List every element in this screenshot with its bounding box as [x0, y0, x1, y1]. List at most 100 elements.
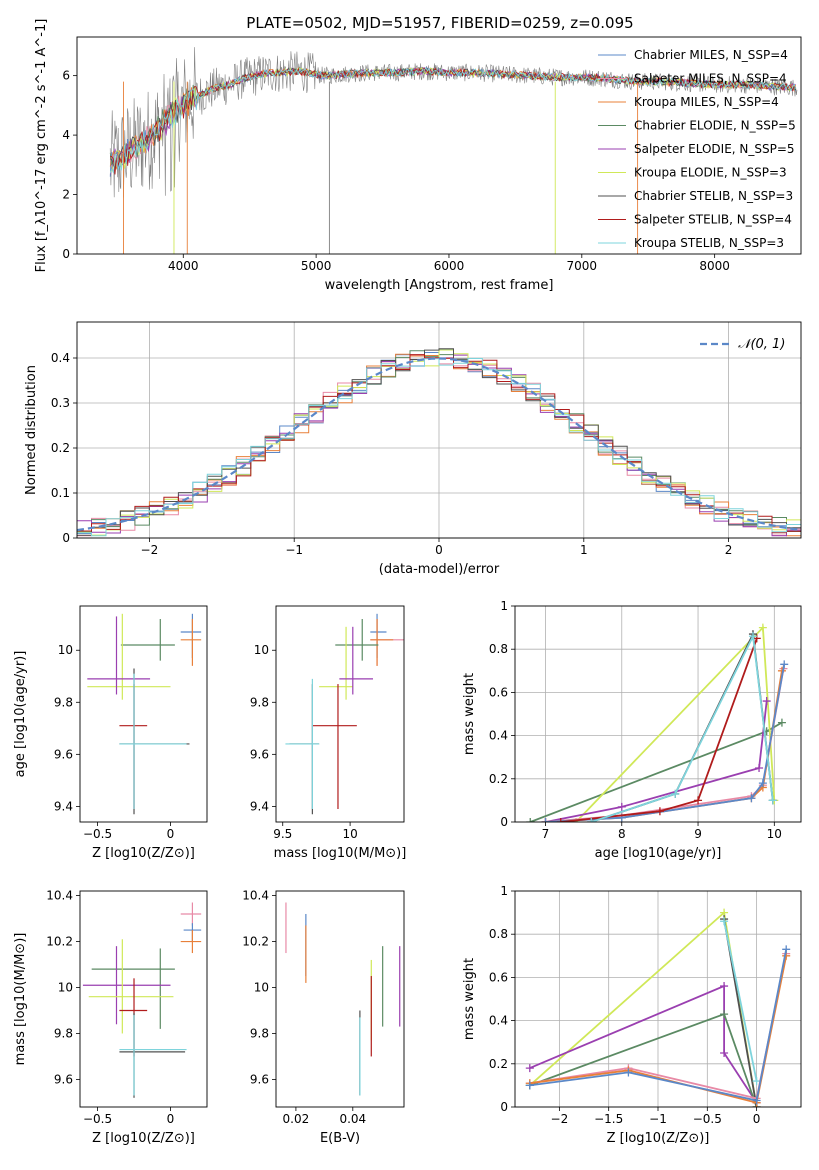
x-tick-label: 10 — [767, 827, 782, 841]
x-tick-label: 0 — [753, 1112, 761, 1126]
plus-marker — [655, 807, 664, 816]
errorbars — [285, 613, 404, 815]
plus-marker — [758, 623, 767, 632]
y-tick-label: 2 — [62, 188, 70, 202]
errorbars — [87, 613, 202, 815]
plus-marker — [752, 1096, 761, 1105]
x-tick-label: 9.5 — [273, 827, 292, 841]
y-tick-label: 0.2 — [489, 772, 508, 786]
x-tick-label: −2 — [141, 543, 159, 557]
y-axis-label: mass [log10(M/M⊙)] — [13, 933, 28, 1066]
x-axis-label: wavelength [Angstrom, rest frame] — [325, 278, 554, 293]
x-tick-label: 8000 — [699, 259, 730, 273]
legend-label: Chabrier MILES, N_SSP=4 — [634, 48, 788, 62]
plus-marker — [526, 818, 535, 822]
legend-label: Kroupa STELIB, N_SSP=3 — [634, 236, 784, 250]
y-tick-label: 10 — [254, 643, 269, 657]
mass-weight-line — [529, 984, 758, 1104]
panel-age_vs_Z: −0.5 0 9.4 9.6 9.8 10 Z [log10(Z/Z⊙)] age [log1… — [13, 605, 208, 861]
errorbars — [285, 902, 401, 1096]
axes-frame — [76, 36, 802, 255]
legend: Chabrier MILES, N_SSP=4 Salpeter MILES, N… — [598, 48, 796, 250]
x-axis-label: mass [log10(M/M⊙)] — [274, 846, 407, 861]
plus-marker — [747, 794, 756, 803]
axes-frame — [79, 605, 208, 823]
errorbars — [82, 902, 202, 1098]
y-tick-label: 9.8 — [54, 695, 73, 709]
model-spectrum-line — [109, 67, 797, 174]
observed-spectrum-line — [109, 47, 798, 198]
x-tick-label: 2 — [725, 543, 733, 557]
y-tick-label: 0 — [62, 531, 70, 545]
x-axis-label: Z [log10(Z/Z⊙)] — [92, 846, 195, 861]
panel-residuals: −2 −1 0 1 2 0 0.1 0.2 0.3 0.4 (data-model)/error No… — [24, 321, 802, 577]
y-tick-label: 0 — [62, 247, 70, 261]
x-axis-label: age [log10(age/yr)] — [595, 846, 722, 861]
plus-marker — [762, 697, 771, 706]
plus-marker — [525, 1081, 534, 1090]
x-tick-label: 10 — [342, 827, 357, 841]
y-axis-label: mass weight — [462, 673, 477, 755]
y-tick-label: 9.6 — [54, 747, 73, 761]
histogram-step-line — [77, 354, 801, 534]
y-tick-label: 0.3 — [51, 396, 70, 410]
panel-spectrum: 4000 5000 6000 7000 8000 0 2 4 6 wavelength [Angs… — [34, 19, 802, 293]
panel-mass_vs_Z: −0.5 0 9.6 9.8 10 10.2 10.4 Z [log10(Z/Z⊙)] mass… — [13, 889, 208, 1146]
y-tick-label: 0.4 — [51, 351, 70, 365]
y-tick-label: 0 — [500, 1100, 508, 1114]
x-tick-label: −0.5 — [83, 1112, 112, 1126]
legend-label: Chabrier ELODIE, N_SSP=5 — [634, 119, 796, 133]
y-tick-label: 10 — [254, 981, 269, 995]
x-tick-label: 4000 — [168, 259, 199, 273]
plus-marker — [624, 1068, 633, 1077]
x-tick-label: −0.5 — [83, 827, 112, 841]
x-tick-label: 0 — [167, 827, 175, 841]
plus-marker — [556, 818, 565, 822]
y-axis-label: Normed distribution — [24, 365, 39, 495]
y-tick-label: 9.6 — [54, 1072, 73, 1086]
y-tick-label: 0.2 — [489, 1057, 508, 1071]
y-tick-label: 10.4 — [46, 889, 73, 903]
y-tick-label: 9.4 — [54, 799, 73, 813]
y-tick-label: 9.8 — [250, 695, 269, 709]
mass-weight-line — [560, 638, 758, 822]
plus-marker — [758, 779, 767, 788]
y-tick-label: 9.6 — [250, 1072, 269, 1086]
y-tick-label: 0.4 — [489, 729, 508, 743]
plus-marker — [748, 632, 757, 641]
x-tick-label: −1.5 — [594, 1112, 623, 1126]
spectrum-lines — [109, 47, 798, 254]
y-tick-label: 10 — [58, 981, 73, 995]
y-tick-label: 0.6 — [489, 685, 508, 699]
axes-frame — [79, 890, 208, 1108]
mass-weight-line — [591, 630, 774, 822]
y-tick-label: 9.8 — [54, 1026, 73, 1040]
panel-age_vs_mass: 9.5 10 9.4 9.6 9.8 10 mass [log10(M/M⊙)] — [250, 605, 407, 861]
legend-label: 𝒩(0, 1) — [738, 337, 785, 352]
x-tick-label: 0 — [167, 1112, 175, 1126]
weight-lines — [526, 623, 789, 822]
plus-marker — [671, 789, 680, 798]
x-tick-label: −0.5 — [693, 1112, 722, 1126]
panel-spectrum-title: PLATE=0502, MJD=51957, FIBERID=0259, z=0… — [246, 14, 633, 32]
x-axis-label: Z [log10(Z/Z⊙)] — [92, 1131, 195, 1146]
y-tick-label: 0.2 — [51, 441, 70, 455]
plus-marker — [720, 982, 729, 991]
model-spectrum-line — [110, 67, 797, 175]
y-tick-label: 10 — [58, 643, 73, 657]
y-tick-label: 0.1 — [51, 486, 70, 500]
legend-label: Kroupa ELODIE, N_SSP=3 — [634, 166, 787, 180]
plus-marker — [587, 818, 596, 822]
panel-mass_vs_ebv: 0.02 0.04 9.6 9.8 10 10.2 10.4 E(B-V) — [242, 889, 405, 1146]
histograms — [77, 348, 801, 537]
plus-marker — [768, 796, 777, 805]
x-tick-label: 0.04 — [339, 1112, 366, 1126]
y-tick-label: 0 — [500, 815, 508, 829]
plus-marker — [720, 917, 729, 926]
x-tick-label: 7 — [542, 827, 550, 841]
y-tick-label: 4 — [62, 128, 70, 142]
y-tick-label: 0.8 — [489, 642, 508, 656]
legend-label: Chabrier STELIB, N_SSP=3 — [634, 189, 793, 203]
plus-marker — [694, 796, 703, 805]
